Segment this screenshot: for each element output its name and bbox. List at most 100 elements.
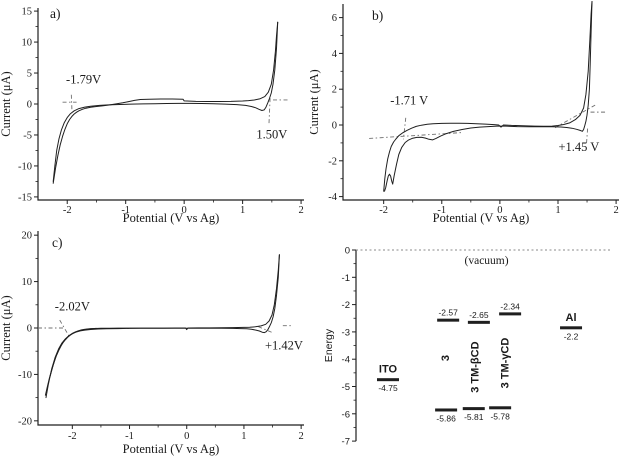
potential-annotation: -1.79V	[66, 73, 101, 87]
cv-curve-second-cycle	[49, 327, 97, 378]
cv-plot-svg-b: -2 -1 0 1 2 -4 -2 0 2 4 6 Current (μA) Potential (V …	[307, 1, 619, 225]
energy-level-bar-tmbcd-lumo	[467, 320, 490, 324]
y-axis-label: Current (μA)	[0, 295, 13, 360]
cv-curve-cathodic-scan	[384, 1, 593, 192]
panel-d-energy-diagram: 0 -1 -2 -3 -4 -5 -6 -7 (vacuum) Energy ITO -4.75 -2.…	[320, 225, 620, 464]
panel-letter: a)	[50, 6, 61, 21]
energy-value-tmgcd-lumo: -2.34	[500, 301, 520, 311]
energy-level-bar-al	[560, 326, 583, 330]
y-tick-label: 4	[332, 49, 338, 60]
onset-guide-line	[554, 104, 597, 129]
x-tick-label: 2	[298, 205, 303, 216]
x-tick-label: 0	[497, 205, 502, 216]
x-tick-label: -1	[121, 205, 130, 216]
x-tick-label: 1	[241, 431, 246, 442]
panel-letter: b)	[372, 8, 383, 23]
potential-annotation: -2.02V	[55, 299, 90, 313]
vacuum-label: (vacuum)	[465, 255, 509, 267]
y-tick-label: 6	[332, 13, 337, 24]
compound-column-label: 3	[440, 355, 452, 361]
x-tick-label: 1	[240, 205, 245, 216]
y-tick-label: -10	[18, 161, 32, 172]
energy-tick-label: -3	[342, 327, 350, 338]
compound-column-label: 3 TM-βCD	[469, 341, 481, 392]
panel-c-cv-plot: -2 -1 0 1 2 -20 -10 0 10 20 Current (μA) Potential …	[0, 225, 320, 464]
energy-value-ito: -4.75	[378, 383, 398, 393]
x-axis-label: Potential (V vs Ag)	[123, 442, 220, 456]
energy-tick-label: -5	[342, 382, 350, 393]
cv-curve-anodic-scan	[52, 21, 279, 184]
x-tick-label: -1	[125, 431, 134, 442]
energy-tick-label: -6	[342, 409, 350, 420]
x-tick-label: -2	[379, 205, 388, 216]
energy-value-al: -2.2	[564, 331, 579, 341]
potential-annotation: +1.45 V	[558, 140, 599, 154]
panel-a-cv-plot: -2 -1 0 1 2 -15 -10 -5 0 5 10 15 Current (μA) Potenti…	[0, 0, 310, 230]
cv-curve-cathodic-scan	[52, 21, 279, 182]
y-tick-label: 5	[27, 69, 32, 80]
energy-level-bar-mol3-homo	[435, 408, 458, 412]
cv-curve-cathodic-scan	[45, 254, 280, 399]
energy-tick-label: -4	[342, 355, 350, 366]
energy-tick-label: 0	[345, 246, 350, 257]
energy-value-tmbcd-homo: -5.81	[464, 412, 484, 422]
energy-value-tmbcd-lumo: -2.65	[469, 310, 489, 320]
x-tick-label: 2	[613, 205, 618, 216]
energy-diagram-svg: 0 -1 -2 -3 -4 -5 -6 -7 (vacuum) Energy ITO -4.75 -2.…	[323, 246, 612, 448]
y-tick-label: 0	[332, 121, 337, 132]
onset-guide-line	[70, 94, 73, 110]
y-tick-label: 0	[27, 100, 32, 111]
y-tick-label: -4	[328, 192, 337, 203]
onset-guide-line	[402, 117, 407, 140]
energy-level-bar-tmbcd-homo	[462, 407, 485, 411]
y-tick-label: 0	[27, 324, 32, 335]
panel-letter: c)	[52, 235, 63, 250]
y-axis-label: Current (μA)	[0, 71, 13, 136]
x-axis-label: Potential (V vs Ag)	[433, 211, 530, 225]
x-tick-label: -2	[68, 431, 77, 442]
y-tick-label: 20	[22, 231, 33, 242]
energy-level-bar-mol3-lumo	[437, 318, 460, 322]
electrode-label-ito: ITO	[379, 364, 398, 376]
y-tick-label: 10	[22, 277, 33, 288]
energy-tick-label: -7	[342, 437, 350, 448]
x-tick-label: -2	[63, 205, 72, 216]
panel-b-cv-plot: -2 -1 0 1 2 -4 -2 0 2 4 6 Current (μA) Potential (V …	[307, 0, 620, 230]
energy-value-mol3-homo: -5.86	[436, 413, 456, 423]
x-tick-label: 0	[182, 205, 187, 216]
y-axis-label: Current (μA)	[310, 69, 321, 134]
x-tick-label: 1	[555, 205, 560, 216]
potential-annotation: 1.50V	[256, 128, 287, 142]
energy-level-bar-tmgcd-lumo	[499, 312, 522, 316]
onset-guide-line	[258, 326, 274, 334]
x-tick-label: -1	[437, 205, 446, 216]
onset-guide-line	[268, 98, 271, 126]
y-tick-label: 10	[22, 38, 33, 49]
energy-value-tmgcd-homo: -5.78	[490, 411, 510, 421]
y-tick-label: -15	[18, 192, 32, 203]
potential-annotation: -1.71 V	[390, 93, 428, 107]
y-tick-label: 15	[22, 7, 33, 18]
y-tick-label: -10	[18, 370, 32, 381]
x-tick-label: 0	[184, 431, 189, 442]
axis-lines	[342, 4, 619, 201]
cv-curve-anodic-scan	[44, 254, 280, 396]
cv-curve-anodic-scan	[383, 1, 593, 192]
y-tick-label: 2	[332, 85, 337, 96]
axis-lines	[37, 8, 304, 201]
onset-guide-line	[586, 128, 589, 144]
energy-level-bar-ito	[377, 378, 399, 382]
energy-tick-label: -2	[342, 300, 350, 311]
compound-column-label: 3 TM-γCD	[499, 338, 511, 389]
y-tick-label: -2	[328, 156, 337, 167]
potential-annotation: +1.42V	[265, 338, 303, 352]
energy-level-bar-tmgcd-homo	[489, 406, 512, 410]
electrode-label-al: Al	[566, 312, 577, 324]
x-axis-label: Potential (V vs Ag)	[123, 211, 220, 225]
y-tick-label: -5	[23, 130, 32, 141]
onset-guide-line	[59, 319, 70, 337]
y-tick-label: -20	[18, 416, 32, 427]
